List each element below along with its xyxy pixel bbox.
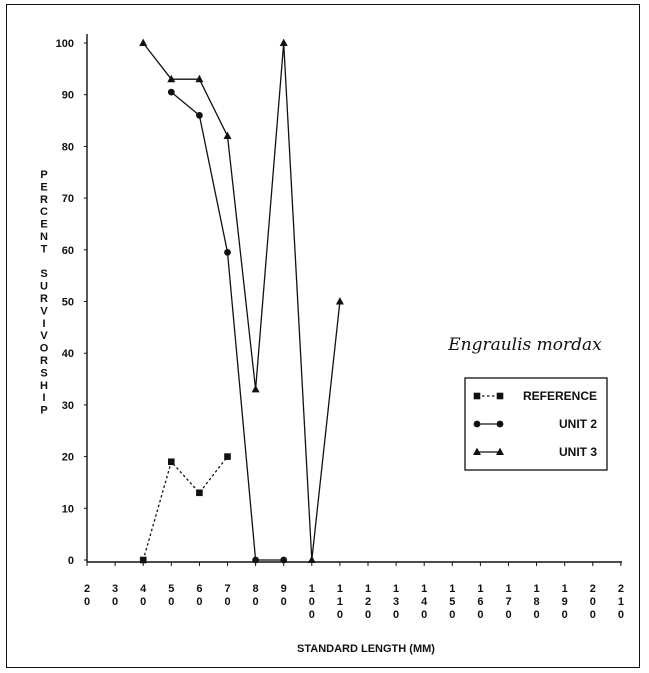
data-point — [280, 556, 288, 564]
series-layer — [139, 38, 344, 564]
legend-swatch-marker — [473, 420, 481, 428]
y-axis-ticks: 0 10 20 30 40 50 60 70 80 90 100 — [56, 38, 87, 567]
series-line — [142, 456, 229, 561]
data-point — [139, 556, 147, 564]
data-point — [196, 111, 203, 119]
legend-swatch-marker — [496, 392, 504, 400]
legend-swatch-marker — [473, 392, 481, 400]
legend: REFERENCE UNIT 2 UNIT 3 — [464, 377, 608, 471]
data-point — [223, 131, 232, 140]
data-point — [196, 489, 203, 497]
data-point — [224, 453, 231, 460]
legend-label: REFERENCE — [523, 389, 597, 403]
data-point — [335, 297, 344, 305]
data-point — [252, 556, 259, 564]
data-point — [307, 555, 316, 563]
data-point — [167, 88, 175, 96]
series-line — [142, 42, 341, 561]
y-tick-label: 10 — [62, 503, 74, 515]
y-tick-label: 20 — [62, 452, 74, 464]
y-tick-label: 90 — [62, 90, 74, 102]
data-point — [251, 384, 260, 393]
series-reference — [139, 453, 231, 564]
y-tick-label: 40 — [62, 348, 74, 360]
legend-swatch-marker — [496, 420, 504, 428]
legend-item-unit-3: UNIT 3 — [473, 445, 597, 459]
series-line — [170, 91, 284, 561]
legend-swatch-marker — [473, 447, 481, 455]
x-axis-ticks: 2 0 3 0 4 0 5 0 6 0 7 0 8 0 9 0 1 0 0 1 1 0 1 2 0 1 3 0 1 4 0 1 5 0 1 6 0 1 7 0… — [84, 562, 624, 621]
x-axis-title: STANDARD LENGTH (MM) — [297, 643, 435, 655]
legend-box — [464, 377, 608, 471]
y-tick-label: 50 — [62, 297, 74, 309]
y-tick-label: 80 — [62, 141, 74, 153]
species-annotation: Engraulis mordax — [447, 335, 602, 355]
data-point — [224, 248, 231, 256]
legend-swatch-marker — [496, 447, 504, 455]
data-point — [139, 38, 148, 46]
y-tick-label: 60 — [62, 245, 74, 257]
data-point — [195, 74, 204, 83]
y-tick-label: 0 — [68, 555, 74, 567]
legend-item-unit-2: UNIT 2 — [473, 417, 597, 431]
y-tick-label: 30 — [62, 400, 74, 412]
axes — [86, 34, 622, 563]
y-tick-label: 100 — [56, 38, 74, 50]
data-point — [168, 458, 175, 466]
chart-frame — [6, 4, 640, 668]
legend-label: UNIT 3 — [559, 445, 597, 459]
data-point — [167, 74, 176, 83]
legend-item-reference: REFERENCE — [473, 389, 597, 403]
series-unit-2 — [167, 88, 288, 564]
series-unit-3 — [139, 38, 344, 563]
y-tick-label: 70 — [62, 193, 74, 205]
data-point — [279, 38, 288, 46]
legend-label: UNIT 2 — [559, 417, 597, 431]
